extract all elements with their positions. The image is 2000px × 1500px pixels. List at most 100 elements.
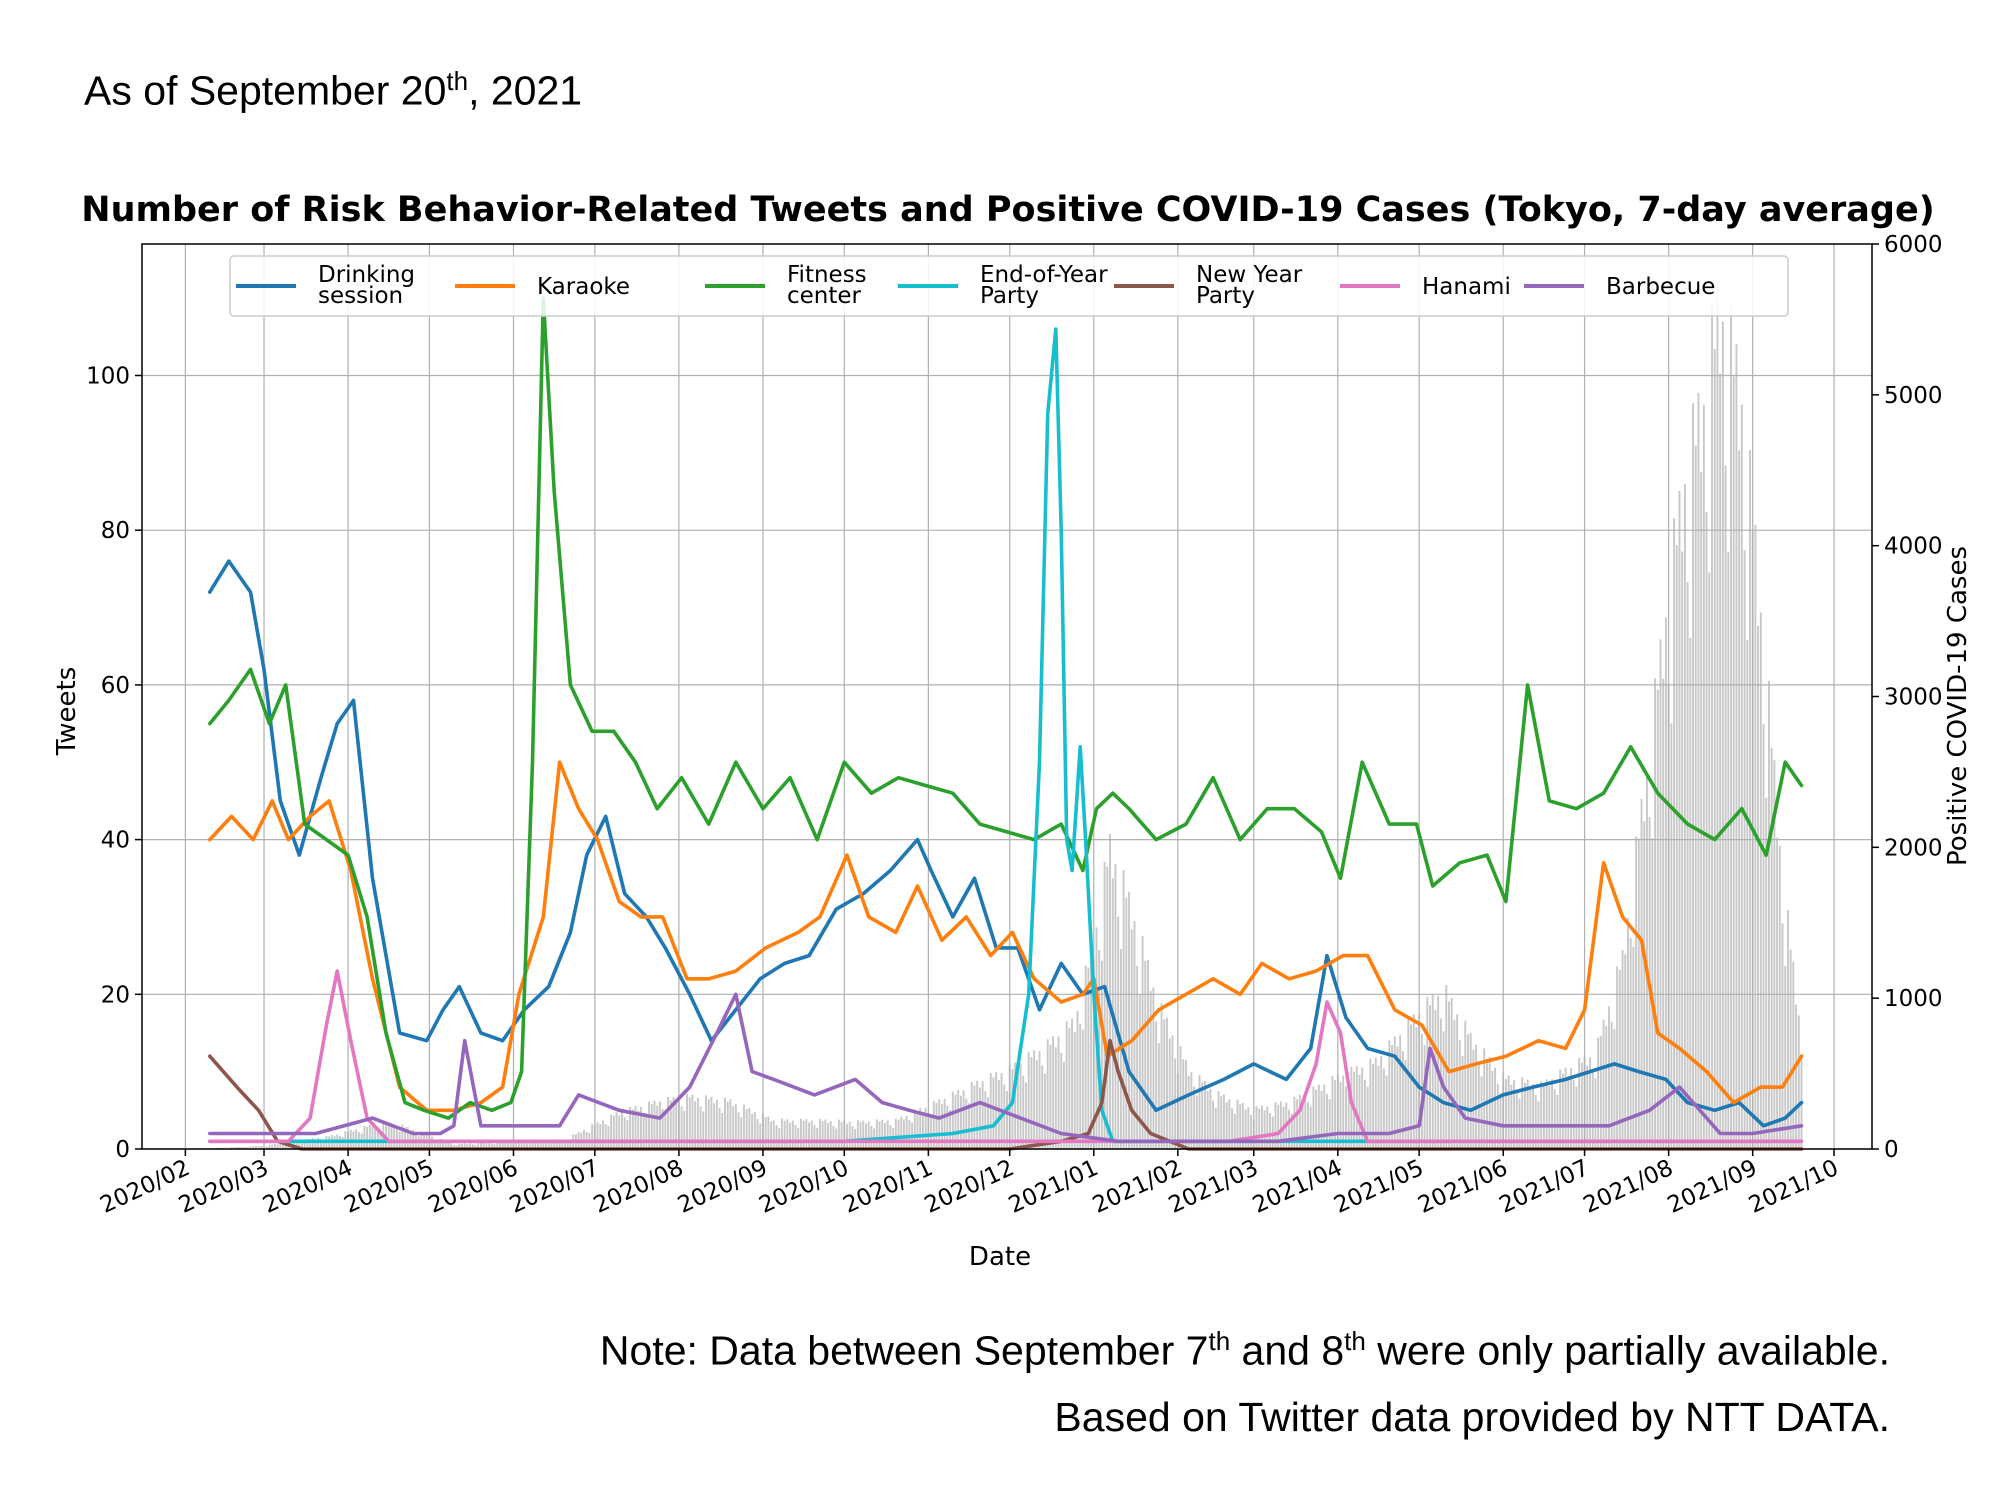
- cases-bar: [1523, 1082, 1526, 1149]
- x-tick-label: 2020/12: [921, 1155, 1019, 1219]
- cases-bar: [1589, 1057, 1591, 1149]
- cases-bar: [566, 1139, 569, 1149]
- y2-tick-label: 6000: [1884, 232, 1943, 258]
- cases-bar: [1326, 1093, 1328, 1149]
- cases-bar: [916, 1111, 919, 1149]
- cases-bar: [970, 1082, 973, 1149]
- cases-bar: [1258, 1108, 1261, 1149]
- cases-bar: [799, 1118, 802, 1149]
- y-tick-label: 40: [101, 828, 130, 854]
- y2-tick-label: 5000: [1884, 383, 1943, 409]
- footnote: Note: Data between September 7th and 8th…: [600, 1308, 1890, 1450]
- note-suffix-1: th: [1208, 1326, 1231, 1356]
- cases-bar: [1483, 1048, 1486, 1149]
- cases-bar: [1461, 1056, 1464, 1149]
- cases-bar: [848, 1121, 851, 1149]
- cases-bar: [729, 1099, 732, 1149]
- cases-bar: [1060, 1052, 1063, 1149]
- cases-bar: [1467, 1034, 1469, 1149]
- cases-bar: [965, 1098, 968, 1149]
- cases-bar: [1122, 870, 1125, 1149]
- cases-bar: [1629, 937, 1632, 1149]
- cases-bar: [680, 1106, 683, 1149]
- cases-bar: [745, 1109, 748, 1149]
- cases-bar: [1312, 1086, 1315, 1149]
- cases-bar: [1388, 1040, 1391, 1149]
- cases-bar: [1241, 1102, 1244, 1149]
- cases-bar: [1328, 1099, 1331, 1149]
- cases-bar: [536, 1140, 539, 1149]
- cases-bar: [1128, 891, 1130, 1149]
- cases-bar: [1307, 1102, 1309, 1149]
- cases-bar: [881, 1119, 884, 1149]
- cases-bar: [1212, 1100, 1215, 1149]
- cases-bar: [1323, 1084, 1326, 1149]
- cases-bar: [935, 1103, 938, 1149]
- cases-bar: [661, 1108, 664, 1149]
- cases-bar: [1692, 403, 1694, 1149]
- cases-bar: [1721, 321, 1724, 1149]
- cases-bar: [810, 1120, 813, 1149]
- legend-label-drinking-session: Drinking: [318, 262, 415, 288]
- x-tick-label: 2021/09: [1664, 1155, 1762, 1219]
- cases-bar: [1250, 1114, 1252, 1149]
- x-tick-label: 2020/02: [96, 1155, 194, 1219]
- cases-bar: [835, 1128, 838, 1149]
- cases-bar: [1656, 689, 1659, 1149]
- y2-tick-label: 2000: [1884, 835, 1943, 861]
- cases-bar: [984, 1091, 987, 1149]
- cases-bar: [1174, 1058, 1177, 1149]
- cases-bar: [1350, 1066, 1353, 1149]
- cases-bars: [208, 286, 1803, 1150]
- cases-bar: [1776, 837, 1779, 1149]
- cases-bar: [469, 1143, 472, 1149]
- cases-bar: [284, 1144, 287, 1149]
- cases-bar: [878, 1121, 881, 1149]
- cases-bar: [1396, 1046, 1399, 1149]
- cases-bar: [1033, 1050, 1036, 1149]
- cases-bar: [770, 1121, 773, 1149]
- cases-bar: [1572, 1079, 1575, 1149]
- cases-bar: [1434, 1010, 1437, 1149]
- cases-bar: [743, 1104, 745, 1149]
- cases-bar: [268, 1144, 271, 1149]
- cases-bar: [621, 1111, 623, 1149]
- cases-bar: [840, 1121, 843, 1149]
- cases-bar: [1757, 625, 1760, 1149]
- cases-bar: [1220, 1096, 1223, 1149]
- cases-bar: [1049, 1044, 1052, 1149]
- cases-bar: [471, 1144, 474, 1149]
- x-tick-label: 2020/08: [590, 1155, 688, 1219]
- cases-bar: [599, 1124, 602, 1149]
- cases-bar: [230, 1147, 233, 1149]
- cases-bar: [1361, 1067, 1364, 1149]
- cases-bar: [1504, 1078, 1507, 1149]
- cases-bar: [295, 1141, 298, 1149]
- cases-bar: [962, 1090, 965, 1149]
- cases-bar: [393, 1125, 396, 1149]
- cases-bar: [1044, 1073, 1046, 1149]
- left-axis-ticks: 0 20 40 60 80 100: [86, 363, 142, 1163]
- cases-bar: [539, 1140, 542, 1149]
- cases-bar: [1526, 1079, 1529, 1149]
- cases-bar: [978, 1087, 981, 1149]
- cases-bar: [545, 1140, 547, 1149]
- cases-bar: [631, 1109, 634, 1149]
- cases-bar: [517, 1141, 520, 1149]
- x-tick-label: 2020/06: [424, 1155, 522, 1219]
- cases-bar: [607, 1125, 610, 1149]
- cases-bar: [526, 1141, 528, 1149]
- cases-bar: [805, 1119, 808, 1149]
- cases-bar: [1106, 866, 1109, 1149]
- cases-bar: [1025, 1082, 1027, 1149]
- cases-bar: [1597, 1037, 1600, 1149]
- cases-bar: [1472, 1049, 1475, 1149]
- x-tick-label: 2021/10: [1745, 1155, 1843, 1219]
- cases-bar: [493, 1144, 496, 1149]
- cases-bar: [908, 1120, 911, 1149]
- cases-bar: [1149, 990, 1152, 1149]
- cases-bar: [1081, 1029, 1084, 1149]
- cases-bar: [940, 1103, 943, 1149]
